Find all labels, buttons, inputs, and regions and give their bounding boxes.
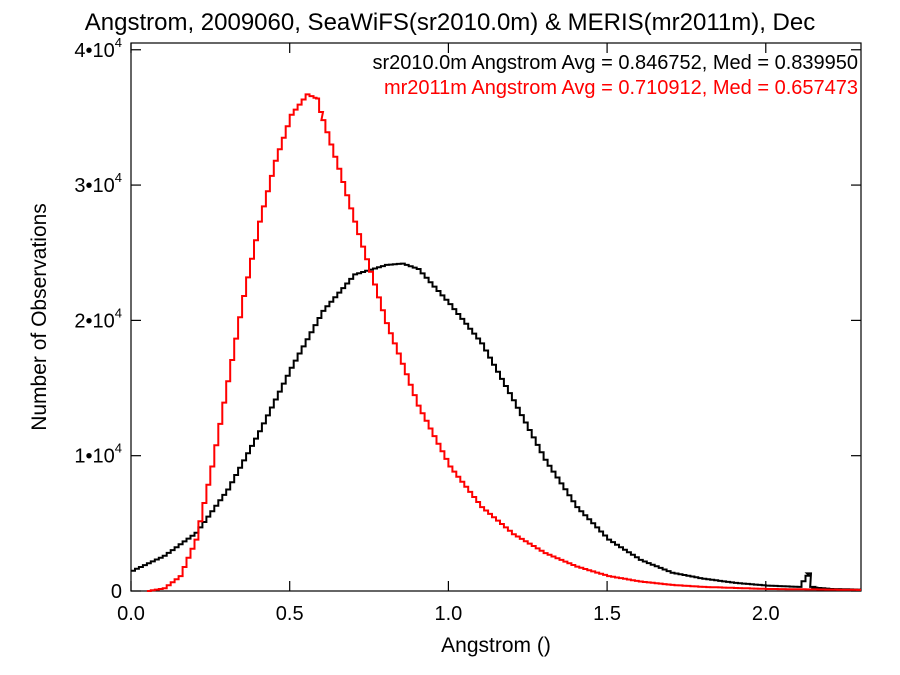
y-tick-label: 2•104 <box>74 305 122 332</box>
y-axis: 0 1•104 2•104 3•104 4•104 <box>74 35 861 603</box>
legend: sr2010.0m Angstrom Avg = 0.846752, Med =… <box>372 52 858 99</box>
y-tick-label: 3•104 <box>74 170 122 197</box>
y-axis-label: Number of Observations <box>28 203 51 431</box>
x-axis: 0.0 0.5 1.0 1.5 2.0 <box>117 43 780 625</box>
y-tick-label: 1•104 <box>74 441 122 468</box>
series-line-0 <box>131 262 861 591</box>
x-tick-label: 0.5 <box>276 603 304 625</box>
plot-frame <box>130 42 862 592</box>
legend-entry-0: sr2010.0m Angstrom Avg = 0.846752, Med =… <box>372 52 858 74</box>
y-tick-label: 0 <box>111 581 122 603</box>
x-tick-label: 0.0 <box>117 603 145 625</box>
series-line-1 <box>146 93 861 592</box>
x-tick-label: 1.0 <box>434 603 462 625</box>
x-axis-label: Angstrom () <box>441 634 551 657</box>
x-tick-label: 1.5 <box>593 603 621 625</box>
series-layer <box>131 93 861 592</box>
legend-entry-1: mr2011m Angstrom Avg = 0.710912, Med = 0… <box>384 77 858 99</box>
chart-title: Angstrom, 2009060, SeaWiFS(sr2010.0m) & … <box>85 9 815 36</box>
x-tick-label: 2.0 <box>752 603 780 625</box>
y-tick-label: 4•104 <box>74 35 122 62</box>
